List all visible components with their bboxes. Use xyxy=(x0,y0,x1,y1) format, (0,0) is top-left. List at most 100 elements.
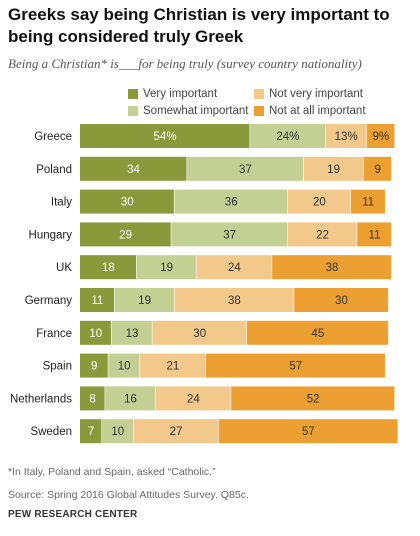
bar-germany-somewhat-important xyxy=(114,288,174,312)
chart-title: Greeks say being Christian is very impor… xyxy=(8,5,390,46)
data-label-sweden-not-very-important: 27 xyxy=(170,426,183,438)
data-label-spain-somewhat-important: 10 xyxy=(118,361,131,373)
bar-spain-not-very-important xyxy=(139,353,206,378)
data-label-spain-not-very-important: 21 xyxy=(167,361,180,373)
category-label-poland: Poland xyxy=(36,164,72,176)
bar-italy-not-very-important xyxy=(287,189,351,214)
legend-item-very-important: Very important xyxy=(128,88,217,100)
bar-sweden-not-very-important xyxy=(133,419,218,444)
bar-greece-very-important xyxy=(80,124,250,148)
category-label-netherlands: Netherlands xyxy=(10,393,72,405)
data-label-uk-not-at-all-important: 38 xyxy=(326,262,339,274)
data-label-spain-not-at-all-important: 57 xyxy=(289,361,302,373)
category-label-italy: Italy xyxy=(51,197,72,209)
legend-item-not-at-all-important: Not at all important xyxy=(254,105,366,117)
category-label-germany: Germany xyxy=(25,295,73,307)
data-label-germany-not-very-important: 38 xyxy=(228,295,241,307)
legend-swatch-not-at-all-important xyxy=(254,106,264,116)
data-label-sweden-not-at-all-important: 57 xyxy=(302,426,315,438)
data-label-uk-somewhat-important: 19 xyxy=(160,262,173,274)
data-label-france-not-at-all-important: 45 xyxy=(311,328,324,340)
data-label-italy-somewhat-important: 36 xyxy=(225,197,238,209)
bar-greece-not-at-all-important xyxy=(366,124,395,148)
category-label-uk: UK xyxy=(56,262,72,274)
bar-sweden-somewhat-important xyxy=(102,419,133,444)
data-label-poland-somewhat-important: 37 xyxy=(239,164,252,176)
bar-netherlands-very-important xyxy=(80,386,105,411)
bar-hungary-not-very-important xyxy=(287,222,357,247)
bar-italy-somewhat-important xyxy=(174,189,288,214)
bar-sweden-not-at-all-important xyxy=(218,419,398,444)
data-label-italy-not-at-all-important: 11 xyxy=(362,197,374,209)
legend-item-somewhat-important: Somewhat important xyxy=(128,105,248,117)
bar-france-not-at-all-important xyxy=(246,320,389,345)
bar-poland-very-important xyxy=(80,156,187,181)
data-label-italy-very-important: 30 xyxy=(121,197,134,209)
data-label-italy-not-very-important: 20 xyxy=(313,197,326,209)
bar-spain-very-important xyxy=(80,353,108,378)
data-label-france-not-very-important: 30 xyxy=(193,328,206,340)
bar-spain-somewhat-important xyxy=(108,353,140,378)
data-label-hungary-very-important: 29 xyxy=(119,229,132,241)
legend-swatch-very-important xyxy=(128,89,138,99)
data-label-greece-very-important: 54% xyxy=(154,131,177,143)
data-label-sweden-very-important: 7 xyxy=(88,426,94,438)
chart-subtitle: Being a Christian* is___for being truly … xyxy=(8,56,362,71)
data-label-france-very-important: 10 xyxy=(89,328,102,340)
bar-france-somewhat-important xyxy=(111,320,152,345)
data-label-germany-very-important: 11 xyxy=(91,295,103,307)
data-label-netherlands-very-important: 8 xyxy=(89,393,95,405)
data-label-uk-not-very-important: 24 xyxy=(228,262,241,274)
category-label-hungary: Hungary xyxy=(29,229,73,241)
category-label-sweden: Sweden xyxy=(30,426,72,438)
legend-label-not-very-important: Not very important xyxy=(269,88,363,100)
stacked-bar-chart: Greece 54% 24% 13% 9% Poland 34 37 19 9 Italy 30 36 2… xyxy=(10,124,398,444)
bar-poland-not-very-important xyxy=(303,156,363,181)
legend-swatch-not-very-important xyxy=(254,89,264,99)
data-label-hungary-not-very-important: 22 xyxy=(316,229,329,241)
category-label-greece: Greece xyxy=(34,131,72,143)
legend-label-somewhat-important: Somewhat important xyxy=(143,105,249,117)
data-label-poland-not-very-important: 19 xyxy=(327,164,340,176)
legend-label-very-important: Very important xyxy=(143,88,218,100)
bar-germany-very-important xyxy=(80,288,115,312)
bar-uk-not-very-important xyxy=(196,255,272,280)
data-label-germany-somewhat-important: 19 xyxy=(138,295,151,307)
bar-uk-very-important xyxy=(80,255,137,280)
bar-greece-not-very-important xyxy=(325,124,367,148)
data-label-sweden-somewhat-important: 10 xyxy=(111,426,124,438)
bar-spain-not-at-all-important xyxy=(206,353,385,378)
organization-credit: PEW RESEARCH CENTER xyxy=(8,509,138,520)
bar-netherlands-somewhat-important xyxy=(105,386,155,411)
footnote: *In Italy, Poland and Spain, asked “Cath… xyxy=(8,466,216,478)
bar-netherlands-not-very-important xyxy=(155,386,231,411)
bar-sweden-very-important xyxy=(80,419,102,444)
bar-france-not-very-important xyxy=(152,320,247,345)
bar-uk-somewhat-important xyxy=(136,255,196,280)
data-label-netherlands-not-at-all-important: 52 xyxy=(307,393,320,405)
data-label-greece-not-very-important: 13% xyxy=(335,131,358,143)
bar-germany-not-at-all-important xyxy=(294,288,389,312)
data-label-greece-not-at-all-important: 9% xyxy=(373,131,390,143)
bar-italy-very-important xyxy=(80,189,174,214)
category-label-france: France xyxy=(36,328,72,340)
legend-swatch-somewhat-important xyxy=(128,106,138,116)
bar-germany-not-very-important xyxy=(174,288,294,312)
legend-label-not-at-all-important: Not at all important xyxy=(269,105,366,117)
data-label-germany-not-at-all-important: 30 xyxy=(335,295,348,307)
bar-hungary-somewhat-important xyxy=(171,222,288,247)
bar-uk-not-at-all-important xyxy=(272,255,392,280)
bar-france-very-important xyxy=(80,320,111,345)
data-label-netherlands-not-very-important: 24 xyxy=(187,393,200,405)
data-label-greece-somewhat-important: 24% xyxy=(276,131,299,143)
bar-poland-somewhat-important xyxy=(187,156,304,181)
data-label-spain-very-important: 9 xyxy=(91,361,97,373)
bar-italy-not-at-all-important xyxy=(350,189,385,214)
bar-greece-somewhat-important xyxy=(250,124,326,148)
category-label-spain: Spain xyxy=(43,361,72,373)
data-label-hungary-not-at-all-important: 11 xyxy=(369,229,381,241)
legend: Very important Not very important Somewh… xyxy=(0,84,420,124)
bar-hungary-not-at-all-important xyxy=(357,222,392,247)
data-label-poland-not-at-all-important: 9 xyxy=(374,164,380,176)
data-label-poland-very-important: 34 xyxy=(127,164,140,176)
